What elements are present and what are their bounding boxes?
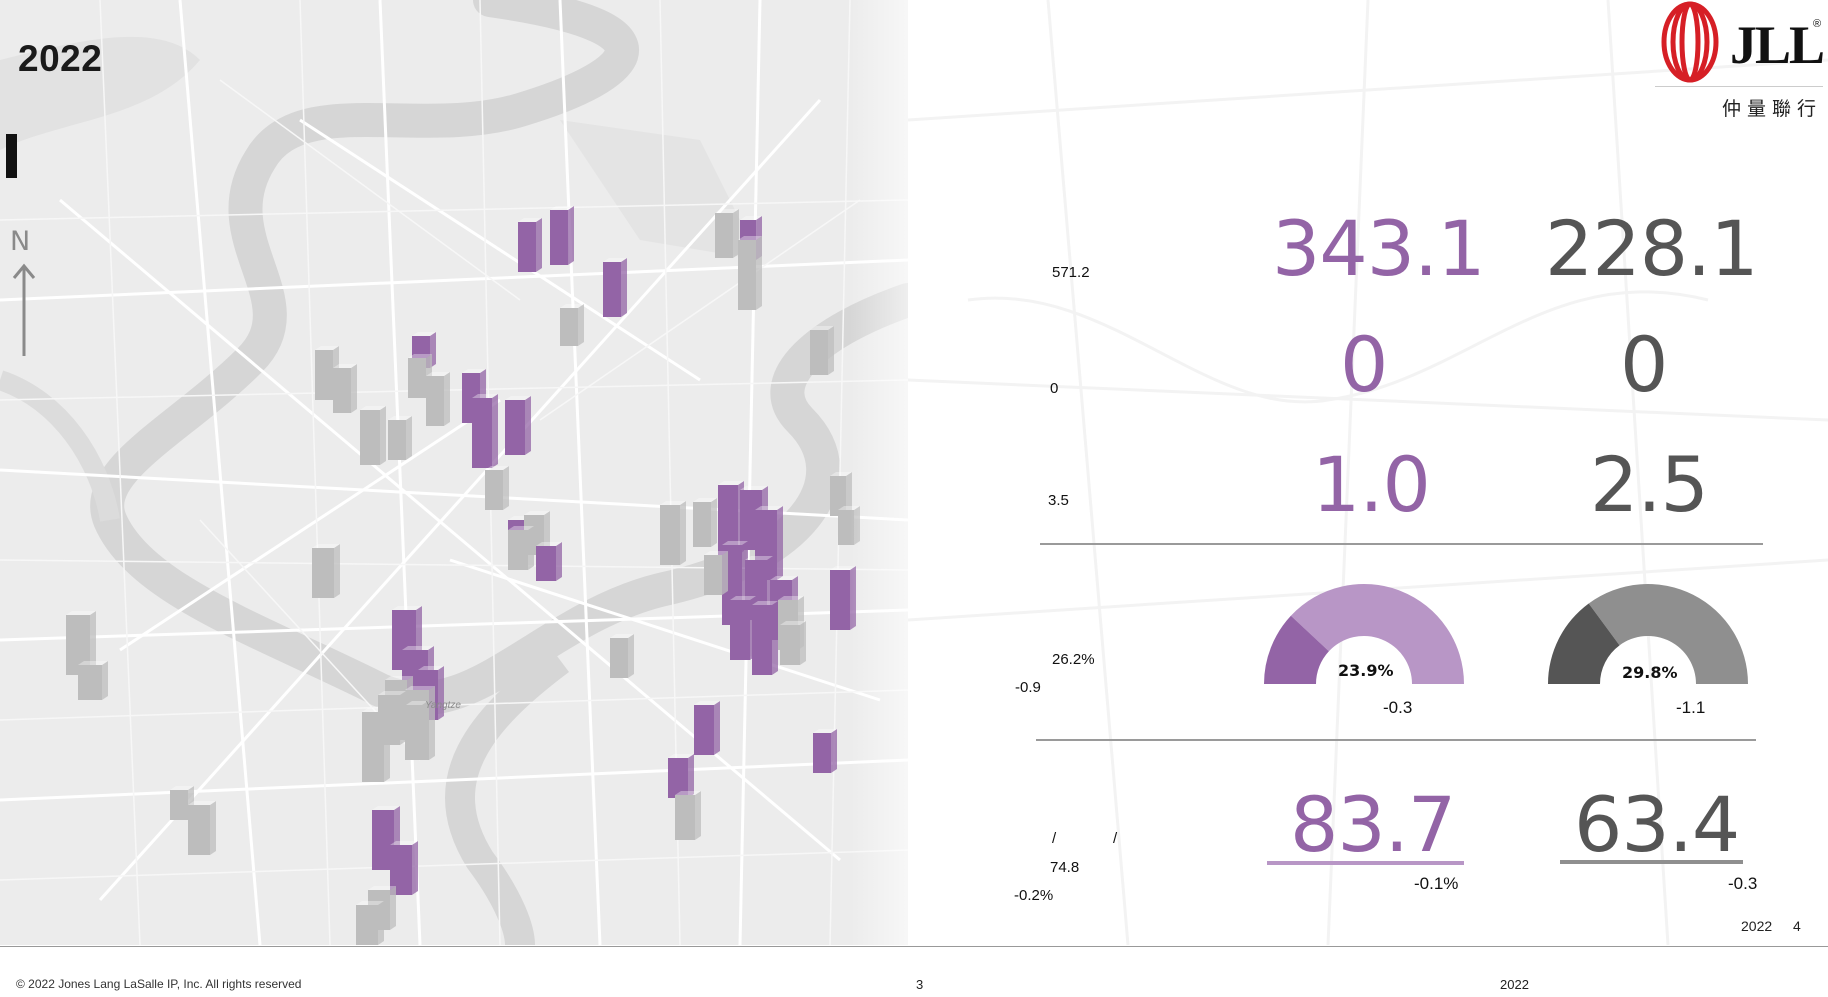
hill-area-2 bbox=[560, 120, 760, 260]
grey-tower bbox=[78, 661, 108, 700]
row2-value-a: 0 bbox=[1340, 320, 1388, 409]
purple-tower bbox=[390, 841, 418, 895]
grey-tower bbox=[715, 209, 739, 258]
row2-side-label: 0 bbox=[1050, 380, 1059, 397]
rent-side-label: 74.8 bbox=[1050, 859, 1080, 876]
gauge-b-remainder bbox=[1588, 584, 1748, 684]
section-divider-1 bbox=[1040, 543, 1763, 545]
minor-roads bbox=[0, 0, 908, 945]
rent-slash-b: / bbox=[1113, 830, 1118, 847]
hill-area bbox=[0, 36, 200, 150]
grey-tower bbox=[378, 691, 406, 745]
grey-tower bbox=[426, 372, 450, 426]
row1-value-a: 343.1 bbox=[1272, 204, 1486, 293]
grey-tower bbox=[738, 236, 762, 310]
registered-mark: ® bbox=[1813, 18, 1822, 30]
purple-tower bbox=[505, 396, 531, 455]
river-branch bbox=[445, 648, 570, 945]
section-divider-2 bbox=[1036, 739, 1756, 741]
logo-divider bbox=[1655, 86, 1823, 87]
row1-side-label: 571.2 bbox=[1052, 264, 1090, 281]
stats-panel bbox=[908, 0, 1828, 945]
rent-side-change: -0.2% bbox=[1014, 887, 1054, 904]
vacancy-side-change: -0.9 bbox=[1015, 679, 1041, 696]
purple-tower bbox=[518, 218, 542, 272]
vacancy-gauge-b bbox=[1548, 584, 1748, 684]
grey-tower bbox=[388, 416, 412, 460]
grey-tower bbox=[508, 526, 534, 570]
row3-value-a: 1.0 bbox=[1312, 440, 1431, 529]
north-label: N bbox=[10, 226, 31, 257]
map-year-title: 2022 bbox=[18, 38, 103, 79]
purple-tower bbox=[813, 729, 837, 773]
rent-underbar-b bbox=[1560, 860, 1743, 864]
purple-tower bbox=[603, 258, 627, 317]
purple-tower bbox=[472, 394, 498, 468]
map-fade-edge bbox=[850, 0, 908, 945]
footer-year: 2022 bbox=[1500, 977, 1529, 992]
grey-tower bbox=[188, 801, 216, 855]
purple-tower bbox=[550, 206, 574, 265]
footer-page-number: 3 bbox=[916, 977, 924, 992]
rent-value-a: 83.7 bbox=[1290, 780, 1456, 869]
grey-tower bbox=[485, 466, 509, 510]
rent-value-b: 63.4 bbox=[1574, 780, 1740, 869]
gauge-a-remainder bbox=[1290, 584, 1464, 684]
grey-tower bbox=[360, 406, 386, 465]
vacancy-side-label: 26.2% bbox=[1052, 651, 1095, 668]
river-branch-west bbox=[0, 370, 120, 522]
river-label: Yangtze bbox=[425, 700, 461, 711]
vacancy-gauge-a bbox=[1264, 584, 1464, 684]
north-arrow-icon bbox=[12, 263, 36, 356]
grey-tower bbox=[675, 791, 701, 840]
jll-helix-logo-icon bbox=[1661, 1, 1719, 83]
purple-tower bbox=[694, 701, 720, 755]
rent-change-b: -0.3 bbox=[1728, 874, 1758, 893]
grey-tower bbox=[610, 634, 634, 678]
grey-tower bbox=[356, 901, 384, 945]
gauge-b-fill bbox=[1548, 603, 1620, 684]
row1-value-b: 228.1 bbox=[1545, 204, 1759, 293]
grey-tower bbox=[693, 498, 717, 547]
footer-page-label: 4 bbox=[1793, 918, 1801, 934]
footer-date: 2022 bbox=[1741, 918, 1773, 934]
row2-value-b: 0 bbox=[1620, 320, 1668, 409]
rent-slash-a: / bbox=[1052, 830, 1057, 847]
grey-tower bbox=[810, 326, 834, 375]
office-towers bbox=[66, 206, 860, 945]
grey-tower bbox=[406, 701, 428, 745]
grey-tower bbox=[333, 364, 357, 413]
gauge-b-change: -1.1 bbox=[1676, 698, 1706, 717]
faded-map-background bbox=[908, 0, 1828, 945]
footer-copyright: © 2022 Jones Lang LaSalle IP, Inc. All r… bbox=[16, 977, 302, 991]
rent-change-a: -0.1% bbox=[1414, 874, 1459, 893]
map-panel: 2022 N Yangtze bbox=[0, 0, 908, 945]
brand-chinese-name: 仲量聯行 bbox=[1722, 98, 1823, 120]
rent-underbar-a bbox=[1267, 861, 1464, 865]
title-accent-bar bbox=[6, 134, 17, 178]
grey-tower bbox=[780, 621, 806, 665]
footer-rule bbox=[0, 946, 1828, 947]
grey-tower bbox=[704, 551, 728, 595]
gauge-a-label: 23.9% bbox=[1338, 661, 1394, 680]
grey-tower bbox=[312, 544, 340, 598]
gauge-b-label: 29.8% bbox=[1622, 663, 1678, 682]
purple-tower bbox=[536, 542, 562, 581]
roads bbox=[0, 0, 908, 945]
gauge-a-change: -0.3 bbox=[1383, 698, 1413, 717]
gauge-a-fill bbox=[1264, 615, 1329, 684]
grey-tower bbox=[560, 304, 584, 346]
jll-logo-text: JLL bbox=[1730, 15, 1825, 75]
purple-tower bbox=[752, 601, 778, 675]
row3-value-b: 2.5 bbox=[1590, 440, 1709, 529]
purple-tower bbox=[668, 754, 694, 798]
grey-tower bbox=[660, 501, 686, 565]
city-map bbox=[0, 0, 908, 945]
row3-side-label: 3.5 bbox=[1048, 492, 1069, 509]
